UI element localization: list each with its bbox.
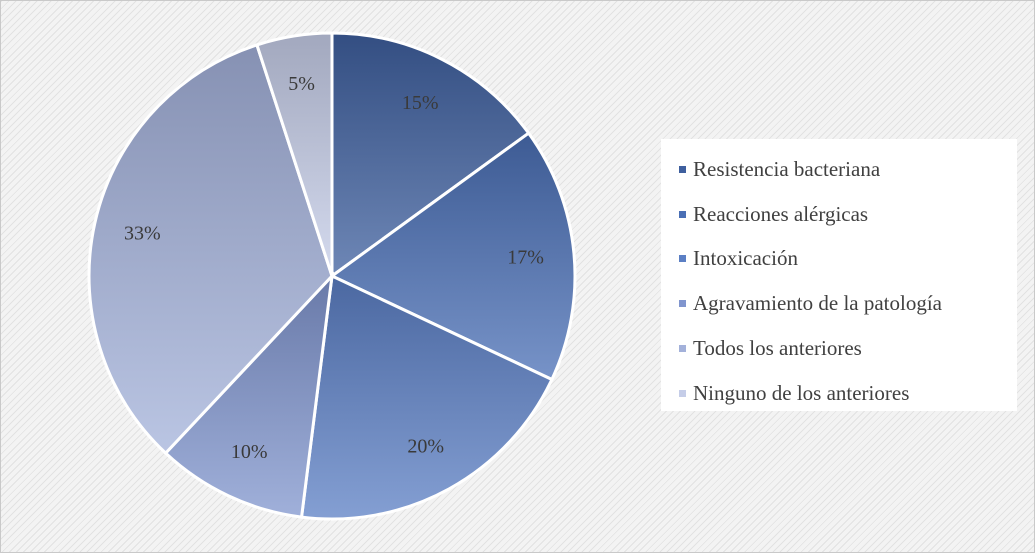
legend-item-ninguno-anteriores: Ninguno de los anteriores	[679, 371, 1017, 416]
legend-item-reacciones-alergicas: Reacciones alérgicas	[679, 192, 1017, 237]
legend-label: Ninguno de los anteriores	[693, 380, 910, 405]
legend-label: Resistencia bacteriana	[693, 156, 881, 181]
legend-swatch	[679, 389, 686, 397]
data-label-0: 15%	[402, 92, 439, 114]
data-label-2: 20%	[407, 435, 444, 457]
pie-slice-4	[87, 43, 334, 456]
legend-label: Agravamiento de la patología	[693, 291, 942, 316]
data-label-5: 5%	[288, 73, 315, 95]
legend-item-intoxicacion: Intoxicación	[679, 237, 1017, 282]
legend-label: Reacciones alérgicas	[693, 201, 869, 226]
legend-item-todos-anteriores: Todos los anteriores	[679, 326, 1017, 371]
data-label-3: 10%	[231, 441, 268, 463]
legend-item-resistencia-bacteriana: Resistencia bacteriana	[679, 147, 1017, 192]
legend-label: Todos los anteriores	[693, 336, 862, 361]
pie-slice-5	[255, 31, 334, 277]
legend-item-agravamiento-patologia: Agravamiento de la patología	[679, 281, 1017, 326]
legend-swatch	[679, 210, 686, 218]
pie-slice-3	[163, 271, 335, 519]
legend-swatch	[679, 165, 686, 173]
data-label-4: 33%	[124, 223, 161, 245]
pie-slice-1	[329, 131, 577, 382]
legend-label: Intoxicación	[693, 246, 798, 271]
legend: Resistencia bacteriana Reacciones alérgi…	[661, 139, 1017, 411]
pie-slice-0	[330, 31, 531, 279]
legend-swatch	[679, 345, 686, 353]
legend-swatch	[679, 255, 686, 263]
pie-slice-2	[299, 273, 554, 521]
data-label-1: 17%	[507, 247, 544, 269]
legend-swatch	[679, 300, 686, 308]
